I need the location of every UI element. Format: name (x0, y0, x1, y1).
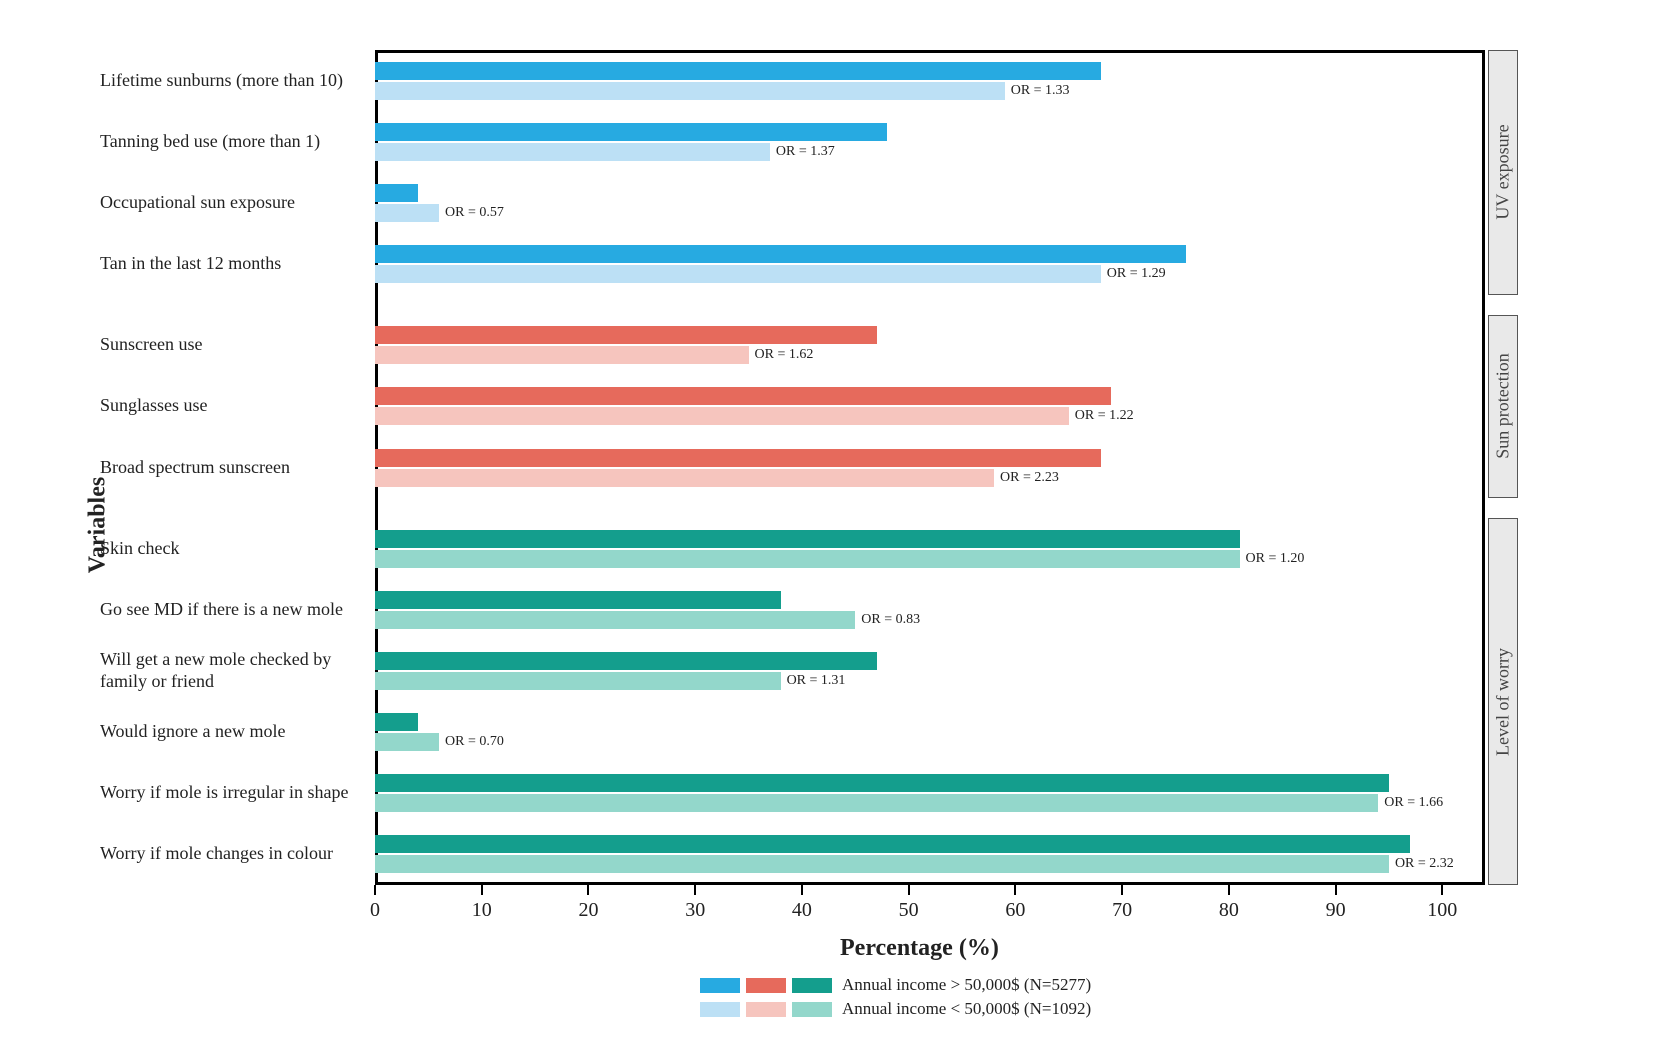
legend-swatch-uv-low (700, 1002, 740, 1017)
x-tick-label: 90 (1326, 899, 1346, 922)
or-label: OR = 0.70 (445, 734, 504, 750)
x-tick (374, 885, 376, 895)
facet-label: UV exposure (1493, 125, 1514, 220)
bar-low (375, 265, 1101, 283)
x-tick-label: 80 (1219, 899, 1239, 922)
x-tick-label: 100 (1427, 899, 1457, 922)
x-tick-label: 10 (472, 899, 492, 922)
bar-low (375, 469, 994, 487)
bar-low (375, 611, 855, 629)
bar-high (375, 245, 1186, 263)
bar-low (375, 346, 749, 364)
x-tick (587, 885, 589, 895)
legend-swatches-high (700, 978, 832, 993)
x-tick (908, 885, 910, 895)
y-label: Sunglasses use (100, 395, 367, 417)
bar-high (375, 530, 1240, 548)
bar-high (375, 184, 418, 202)
bar-low (375, 204, 439, 222)
bar-low (375, 407, 1069, 425)
legend-label-high: Annual income > 50,000$ (N=5277) (842, 975, 1091, 995)
legend-swatch-sun-high (746, 978, 786, 993)
bar-low (375, 82, 1005, 100)
bar-high (375, 652, 877, 670)
bar-high (375, 62, 1101, 80)
legend-swatches-low (700, 1002, 832, 1017)
legend-row-high: Annual income > 50,000$ (N=5277) (700, 975, 1091, 995)
bar-low (375, 672, 781, 690)
x-tick (801, 885, 803, 895)
or-label: OR = 1.62 (755, 347, 814, 363)
legend-row-low: Annual income < 50,000$ (N=1092) (700, 999, 1091, 1019)
or-label: OR = 1.22 (1075, 408, 1134, 424)
y-label: Would ignore a new mole (100, 721, 367, 743)
facet-label: Level of worry (1493, 648, 1514, 756)
legend-swatch-uv-high (700, 978, 740, 993)
chart-container: Variables Lifetime sunburns (more than 1… (20, 20, 1651, 1029)
bar-high (375, 591, 781, 609)
bar-high (375, 449, 1101, 467)
y-label: Worry if mole changes in colour (100, 843, 367, 865)
or-label: OR = 1.20 (1246, 551, 1305, 567)
bar-low (375, 733, 439, 751)
x-tick-label: 30 (685, 899, 705, 922)
x-tick (694, 885, 696, 895)
bar-high (375, 835, 1410, 853)
y-label: Tan in the last 12 months (100, 253, 367, 275)
or-label: OR = 2.32 (1395, 856, 1454, 872)
or-label: OR = 1.37 (776, 144, 835, 160)
y-label: Will get a new mole checked by family or… (100, 649, 367, 692)
bar-high (375, 713, 418, 731)
or-label: OR = 1.31 (787, 673, 846, 689)
y-label: Sunscreen use (100, 334, 367, 356)
x-tick (481, 885, 483, 895)
or-label: OR = 0.57 (445, 205, 504, 221)
x-axis-title: Percentage (%) (840, 935, 999, 962)
legend-label-low: Annual income < 50,000$ (N=1092) (842, 999, 1091, 1019)
y-label: Occupational sun exposure (100, 192, 367, 214)
or-label: OR = 1.33 (1011, 83, 1070, 99)
x-tick-label: 40 (792, 899, 812, 922)
bar-low (375, 550, 1240, 568)
or-label: OR = 1.66 (1384, 795, 1443, 811)
or-label: OR = 1.29 (1107, 266, 1166, 282)
bar-low (375, 143, 770, 161)
facet-label: Sun protection (1493, 354, 1514, 460)
plot-area (375, 50, 1485, 885)
y-label: Tanning bed use (more than 1) (100, 131, 367, 153)
legend-swatch-sun-low (746, 1002, 786, 1017)
bar-high (375, 774, 1389, 792)
x-tick-label: 60 (1005, 899, 1025, 922)
y-label: Lifetime sunburns (more than 10) (100, 70, 367, 92)
y-label: Worry if mole is irregular in shape (100, 782, 367, 804)
x-tick (1441, 885, 1443, 895)
bar-high (375, 326, 877, 344)
x-tick (1014, 885, 1016, 895)
or-label: OR = 0.83 (861, 612, 920, 628)
x-tick (1335, 885, 1337, 895)
y-label: Broad spectrum sunscreen (100, 457, 367, 479)
bar-high (375, 387, 1111, 405)
y-label: Skin check (100, 538, 367, 560)
or-label: OR = 2.23 (1000, 470, 1059, 486)
bar-low (375, 794, 1378, 812)
x-tick-label: 0 (370, 899, 380, 922)
x-tick-label: 70 (1112, 899, 1132, 922)
bar-high (375, 123, 887, 141)
legend-swatch-worry-low (792, 1002, 832, 1017)
x-tick (1121, 885, 1123, 895)
legend-swatch-worry-high (792, 978, 832, 993)
y-label: Go see MD if there is a new mole (100, 599, 367, 621)
bar-low (375, 855, 1389, 873)
x-tick-label: 20 (578, 899, 598, 922)
legend: Annual income > 50,000$ (N=5277) Annual … (700, 975, 1091, 1023)
x-tick (1228, 885, 1230, 895)
x-tick-label: 50 (899, 899, 919, 922)
